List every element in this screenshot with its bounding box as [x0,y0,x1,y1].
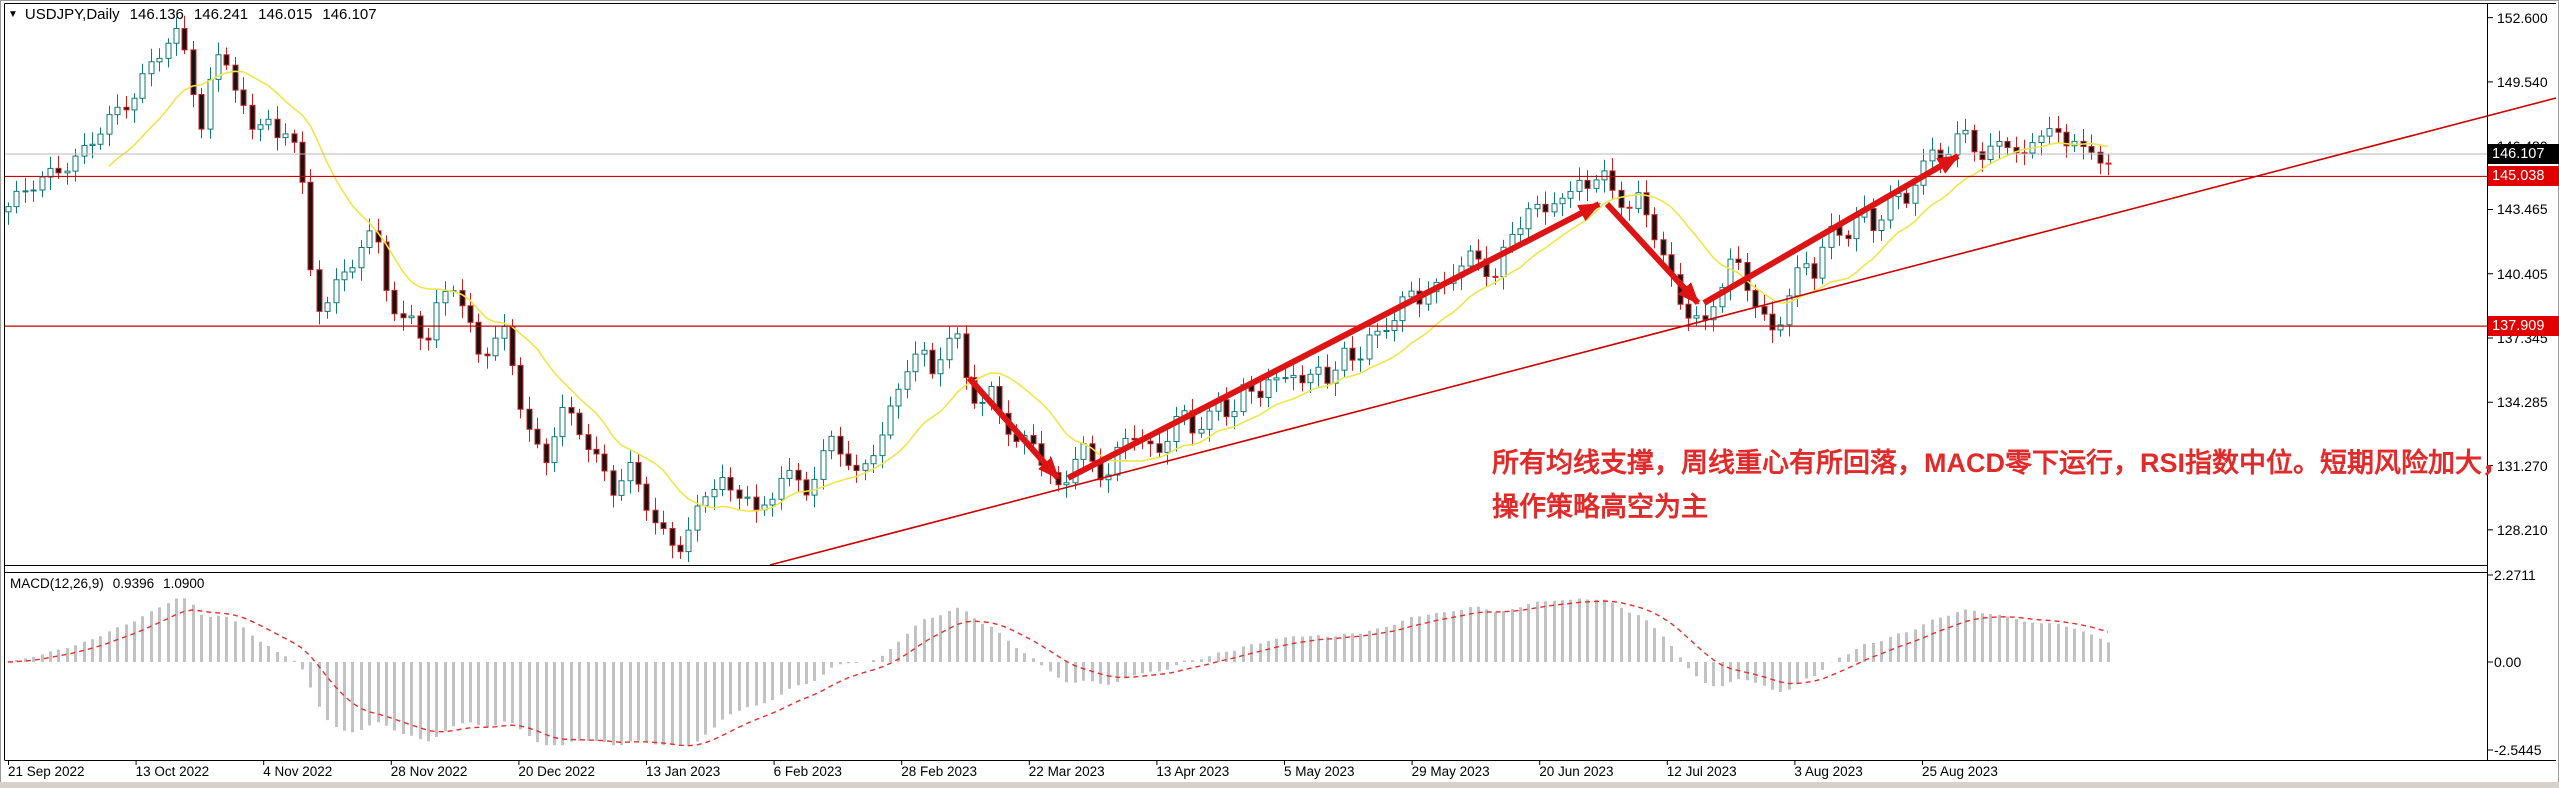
symbol-label: USDJPY,Daily [24,6,120,23]
up-candle-bodies [5,28,2078,553]
symbol-dropdown-icon[interactable]: ▼ [8,9,18,20]
macd-histogram [15,598,2110,746]
annotation-line-1: 所有均线支撑，周线重心有所回落，MACD零下运行，RSI指数中位。短期风险加大， [1492,448,2509,478]
ascending-trendline[interactable] [769,97,2557,566]
macd-label-text: MACD(12,26,9) [10,576,104,591]
macd-panel-region[interactable] [5,573,2487,760]
trend-arrow[interactable] [1702,153,1960,306]
trend-arrow[interactable] [1066,201,1601,481]
ohlc-open-value: 146.136 [129,6,184,23]
macd-signal-line [7,600,2109,747]
macd-signal-value: 1.0900 [163,576,205,591]
trend-arrow[interactable] [1604,201,1701,306]
trend-arrow[interactable] [966,376,1061,480]
macd-indicator-label: MACD(12,26,9) 0.9396 1.0900 [10,576,213,591]
ohlc-high-value: 146.241 [193,6,249,23]
macd-main-value: 0.9396 [112,576,155,591]
ohlc-low-value: 146.015 [258,6,313,23]
ohlc-close-value: 146.107 [322,6,377,23]
window-bottom-edge [0,782,2559,788]
symbol-title: ▼ USDJPY,Daily 146.136 146.241 146.015 146.10… [8,6,377,23]
price-axis[interactable] [2488,4,2559,760]
time-axis[interactable] [0,761,2559,782]
analysis-annotation: 所有均线支撑，周线重心有所回落，MACD零下运行，RSI指数中位。短期风险加大，… [1492,441,2509,529]
annotation-line-2: 操作策略高空为主 [1492,492,1708,522]
